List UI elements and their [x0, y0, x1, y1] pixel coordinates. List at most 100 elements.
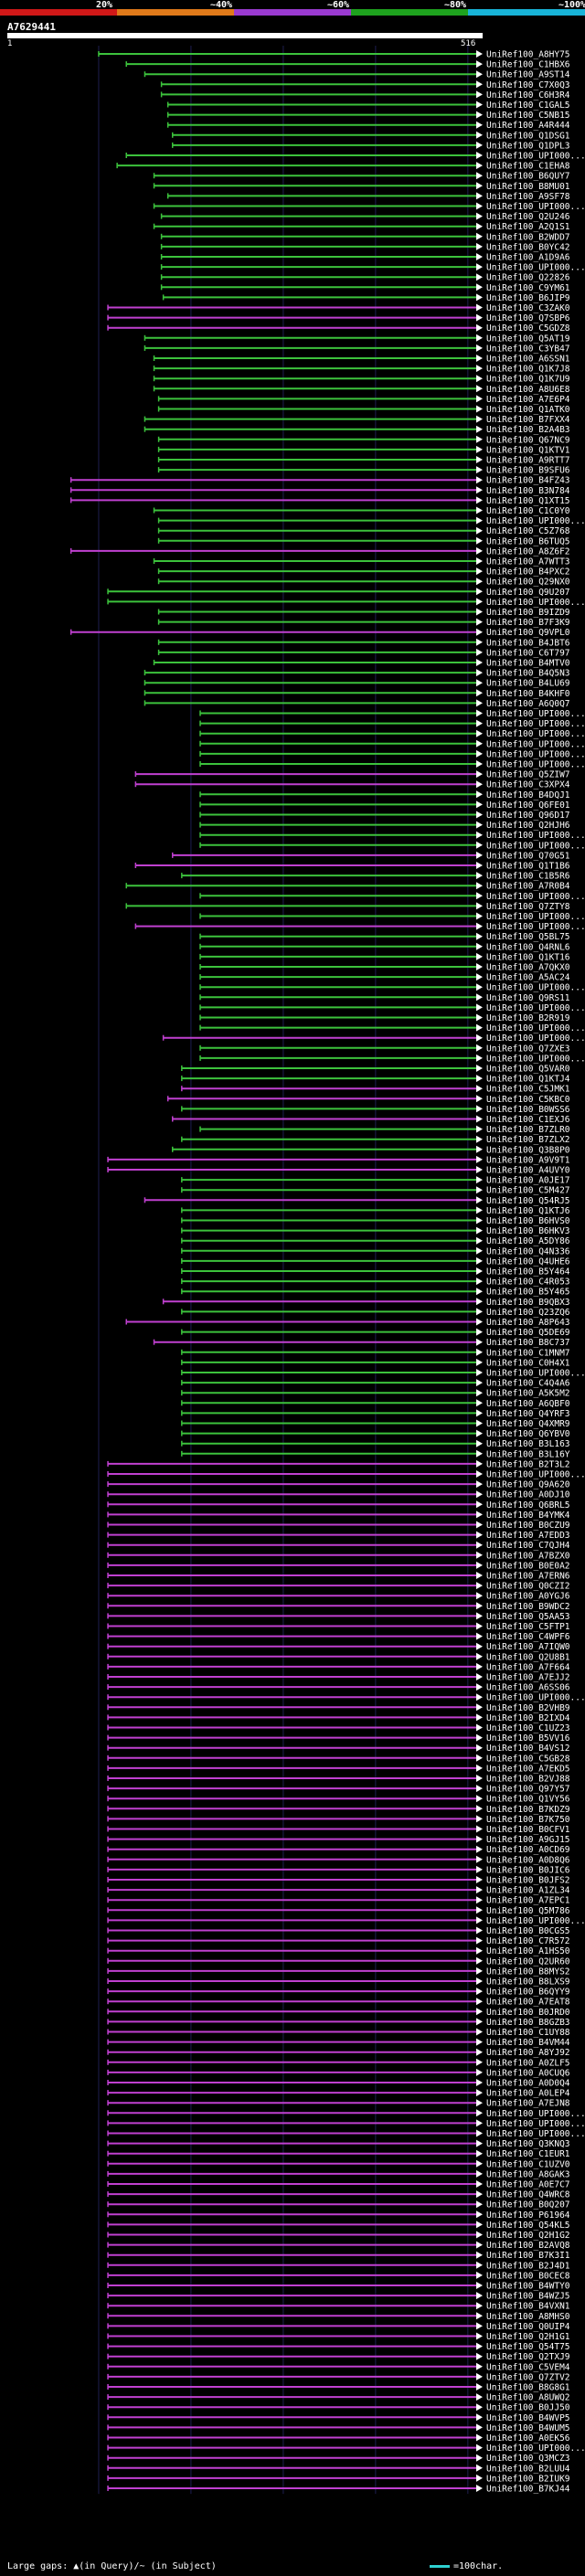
- hit-label[interactable]: UniRef100_C4Q4A6: [486, 1379, 570, 1389]
- hit-label[interactable]: UniRef100_Q2H1G1: [486, 2332, 570, 2342]
- hit-label[interactable]: UniRef100_A8YJ92: [486, 2048, 570, 2058]
- hit-label[interactable]: UniRef100_A4R444: [486, 121, 570, 131]
- hit-label[interactable]: UniRef100_A5DY86: [486, 1236, 570, 1246]
- hit-label[interactable]: UniRef100_C1B5R6: [486, 872, 570, 882]
- hit-label[interactable]: UniRef100_C7QJH4: [486, 1541, 570, 1551]
- hit-label[interactable]: UniRef100_B4VS12: [486, 1744, 570, 1754]
- hit-label[interactable]: UniRef100_B2AVQ8: [486, 2241, 570, 2251]
- hit-label[interactable]: UniRef100_Q67NC9: [486, 435, 570, 445]
- hit-label[interactable]: UniRef100_C7X0Q3: [486, 80, 570, 90]
- hit-label[interactable]: UniRef100_A9V9T1: [486, 1155, 570, 1165]
- hit-label[interactable]: UniRef100_B4LU69: [486, 679, 570, 689]
- hit-label[interactable]: UniRef100_A9ST14: [486, 70, 570, 80]
- hit-label[interactable]: UniRef100_B4DQJ1: [486, 790, 570, 800]
- hit-label[interactable]: UniRef100_C4R053: [486, 1277, 570, 1288]
- hit-label[interactable]: UniRef100_A0LEP4: [486, 2089, 570, 2099]
- hit-label[interactable]: UniRef100_A7IQW0: [486, 1642, 570, 1652]
- hit-label[interactable]: UniRef100_A0D0Q4: [486, 2079, 570, 2089]
- hit-label[interactable]: UniRef100_B7K3I1: [486, 2251, 570, 2261]
- hit-label[interactable]: UniRef100_C1UZV0: [486, 2159, 570, 2169]
- hit-label[interactable]: UniRef100_A0ZLF5: [486, 2058, 570, 2068]
- hit-label[interactable]: UniRef100_C3ZAK0: [486, 303, 570, 313]
- hit-label[interactable]: UniRef100_Q3KNQ3: [486, 2139, 570, 2149]
- hit-label[interactable]: UniRef100_A7QKX0: [486, 963, 570, 973]
- hit-label[interactable]: UniRef100_A0YGJ6: [486, 1592, 570, 1602]
- hit-label[interactable]: UniRef100_A1ZL34: [486, 1886, 570, 1896]
- hit-label[interactable]: UniRef100_B2IUK9: [486, 2474, 570, 2484]
- hit-label[interactable]: UniRef100_Q0CZI2: [486, 1582, 570, 1592]
- hit-label[interactable]: UniRef100_A0CD69: [486, 1845, 570, 1855]
- hit-label[interactable]: UniRef100_A7BZX0: [486, 1551, 570, 1561]
- hit-label[interactable]: UniRef100_B6JIP9: [486, 293, 570, 303]
- hit-label[interactable]: UniRef100_Q1K7U9: [486, 375, 570, 385]
- hit-label[interactable]: UniRef100_A7EPC1: [486, 1896, 570, 1906]
- hit-label[interactable]: UniRef100_B3L16Y: [486, 1449, 570, 1459]
- hit-label[interactable]: UniRef100_Q1KTJ4: [486, 1075, 570, 1085]
- hit-label[interactable]: UniRef100_A5K5M2: [486, 1389, 570, 1399]
- hit-label[interactable]: UniRef100_B4VXN1: [486, 2302, 570, 2312]
- hit-label[interactable]: UniRef100_C5VEM4: [486, 2362, 570, 2372]
- hit-label[interactable]: UniRef100_B4WVP5: [486, 2413, 570, 2423]
- hit-label[interactable]: UniRef100_C5NB15: [486, 111, 570, 121]
- hit-label[interactable]: UniRef100_Q5AA53: [486, 1612, 570, 1622]
- hit-label[interactable]: UniRef100_UPI000...: [486, 1003, 585, 1013]
- hit-label[interactable]: UniRef100_B3L163: [486, 1439, 570, 1449]
- hit-label[interactable]: UniRef100_B7KJ44: [486, 2485, 570, 2495]
- hit-label[interactable]: UniRef100_B7F3K9: [486, 618, 570, 628]
- hit-label[interactable]: UniRef100_B4WTY0: [486, 2282, 570, 2292]
- hit-label[interactable]: UniRef100_B8MU01: [486, 182, 570, 192]
- hit-label[interactable]: UniRef100_A1HS50: [486, 1946, 570, 1956]
- hit-label[interactable]: UniRef100_B7ZLR0: [486, 1125, 570, 1135]
- hit-label[interactable]: UniRef100_Q22826: [486, 273, 570, 283]
- hit-label[interactable]: UniRef100_A6QBF0: [486, 1399, 570, 1409]
- hit-label[interactable]: UniRef100_A9GJ15: [486, 1835, 570, 1845]
- hit-label[interactable]: UniRef100_UPI000...: [486, 760, 585, 770]
- hit-label[interactable]: UniRef100_Q1KT16: [486, 952, 570, 962]
- hit-label[interactable]: UniRef100_A7R0B4: [486, 882, 570, 892]
- hit-label[interactable]: UniRef100_B2LUU4: [486, 2464, 570, 2474]
- hit-label[interactable]: UniRef100_B6HVS0: [486, 1216, 570, 1226]
- hit-label[interactable]: UniRef100_Q2U246: [486, 212, 570, 222]
- hit-label[interactable]: UniRef100_A7EKD5: [486, 1764, 570, 1774]
- hit-label[interactable]: UniRef100_C1EUR1: [486, 2149, 570, 2159]
- hit-label[interactable]: UniRef100_UPI000...: [486, 912, 585, 922]
- hit-label[interactable]: UniRef100_UPI000...: [486, 709, 585, 719]
- hit-label[interactable]: UniRef100_A0CUQ6: [486, 2068, 570, 2078]
- hit-label[interactable]: UniRef100_A7EDD3: [486, 1531, 570, 1541]
- hit-label[interactable]: UniRef100_A7ERN6: [486, 1572, 570, 1582]
- hit-label[interactable]: UniRef100_C6H3R4: [486, 90, 570, 101]
- hit-label[interactable]: UniRef100_C1HBX6: [486, 60, 570, 70]
- hit-label[interactable]: UniRef100_UPI000...: [486, 202, 585, 212]
- hit-label[interactable]: UniRef100_B8GZB3: [486, 2018, 570, 2028]
- hit-label[interactable]: UniRef100_UPI000...: [486, 1916, 585, 1926]
- hit-label[interactable]: UniRef100_C1UY88: [486, 2028, 570, 2038]
- hit-label[interactable]: UniRef100_C3XPX4: [486, 780, 570, 790]
- hit-label[interactable]: UniRef100_UPI000...: [486, 922, 585, 932]
- hit-label[interactable]: UniRef100_B2T3L2: [486, 1459, 570, 1469]
- hit-label[interactable]: UniRef100_UPI000...: [486, 1470, 585, 1480]
- hit-label[interactable]: UniRef100_C5Z768: [486, 526, 570, 536]
- hit-label[interactable]: UniRef100_A7EJN8: [486, 2099, 570, 2109]
- hit-label[interactable]: UniRef100_UPI000...: [486, 729, 585, 739]
- hit-label[interactable]: UniRef100_B5Y464: [486, 1267, 570, 1277]
- hit-label[interactable]: UniRef100_Q4N336: [486, 1246, 570, 1256]
- hit-label[interactable]: UniRef100_UPI000...: [486, 841, 585, 851]
- hit-label[interactable]: UniRef100_Q4YRF3: [486, 1409, 570, 1419]
- hit-label[interactable]: UniRef100_A7F664: [486, 1662, 570, 1672]
- hit-label[interactable]: UniRef100_Q3MCZ3: [486, 2454, 570, 2464]
- hit-label[interactable]: UniRef100_B0Q207: [486, 2200, 570, 2210]
- hit-label[interactable]: UniRef100_C4WPF6: [486, 1632, 570, 1642]
- hit-label[interactable]: UniRef100_A8GAK3: [486, 2169, 570, 2179]
- hit-label[interactable]: UniRef100_C1EHA8: [486, 162, 570, 172]
- hit-label[interactable]: UniRef100_A6SSN1: [486, 355, 570, 365]
- hit-label[interactable]: UniRef100_B6QYY9: [486, 1988, 570, 1998]
- hit-label[interactable]: UniRef100_UPI000...: [486, 831, 585, 841]
- hit-label[interactable]: UniRef100_B4WUM5: [486, 2423, 570, 2433]
- hit-label[interactable]: UniRef100_UPI000...: [486, 2109, 585, 2119]
- hit-label[interactable]: UniRef100_C5FTP1: [486, 1622, 570, 1632]
- hit-label[interactable]: UniRef100_B4JBT6: [486, 638, 570, 648]
- hit-label[interactable]: UniRef100_UPI000...: [486, 2443, 585, 2454]
- hit-label[interactable]: UniRef100_C5GB28: [486, 1754, 570, 1764]
- hit-label[interactable]: UniRef100_A7EAT8: [486, 1998, 570, 2008]
- hit-label[interactable]: UniRef100_B0E0A2: [486, 1561, 570, 1571]
